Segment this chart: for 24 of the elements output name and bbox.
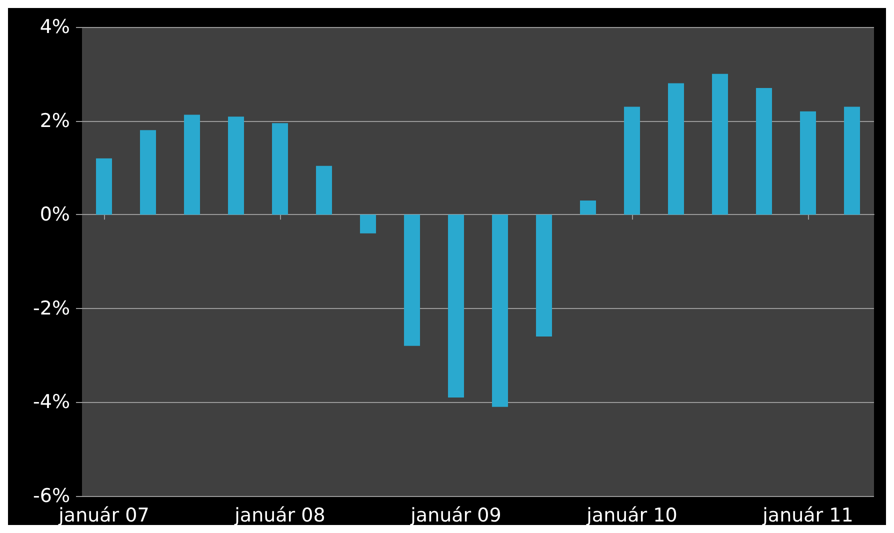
bar	[668, 83, 684, 215]
bar	[712, 74, 728, 215]
bar	[492, 214, 508, 407]
y-tick-label: -6%	[33, 485, 70, 507]
bar	[272, 123, 288, 215]
bar	[580, 200, 596, 215]
bar	[96, 158, 112, 215]
bar	[800, 111, 816, 215]
y-tick-label: -4%	[33, 391, 70, 414]
bar	[184, 114, 200, 215]
bar	[228, 116, 244, 215]
bar	[448, 214, 464, 398]
y-tick-label: -2%	[33, 297, 70, 320]
bar	[140, 130, 156, 215]
bar	[624, 106, 640, 215]
bar	[844, 106, 860, 215]
y-tick-label: 2%	[40, 110, 70, 132]
bar	[536, 214, 552, 337]
bar	[360, 214, 376, 234]
y-tick-label: 0%	[40, 204, 70, 226]
bar	[404, 214, 420, 346]
bar	[316, 166, 332, 215]
y-tick-label: 4%	[40, 16, 70, 38]
bar	[756, 88, 772, 215]
